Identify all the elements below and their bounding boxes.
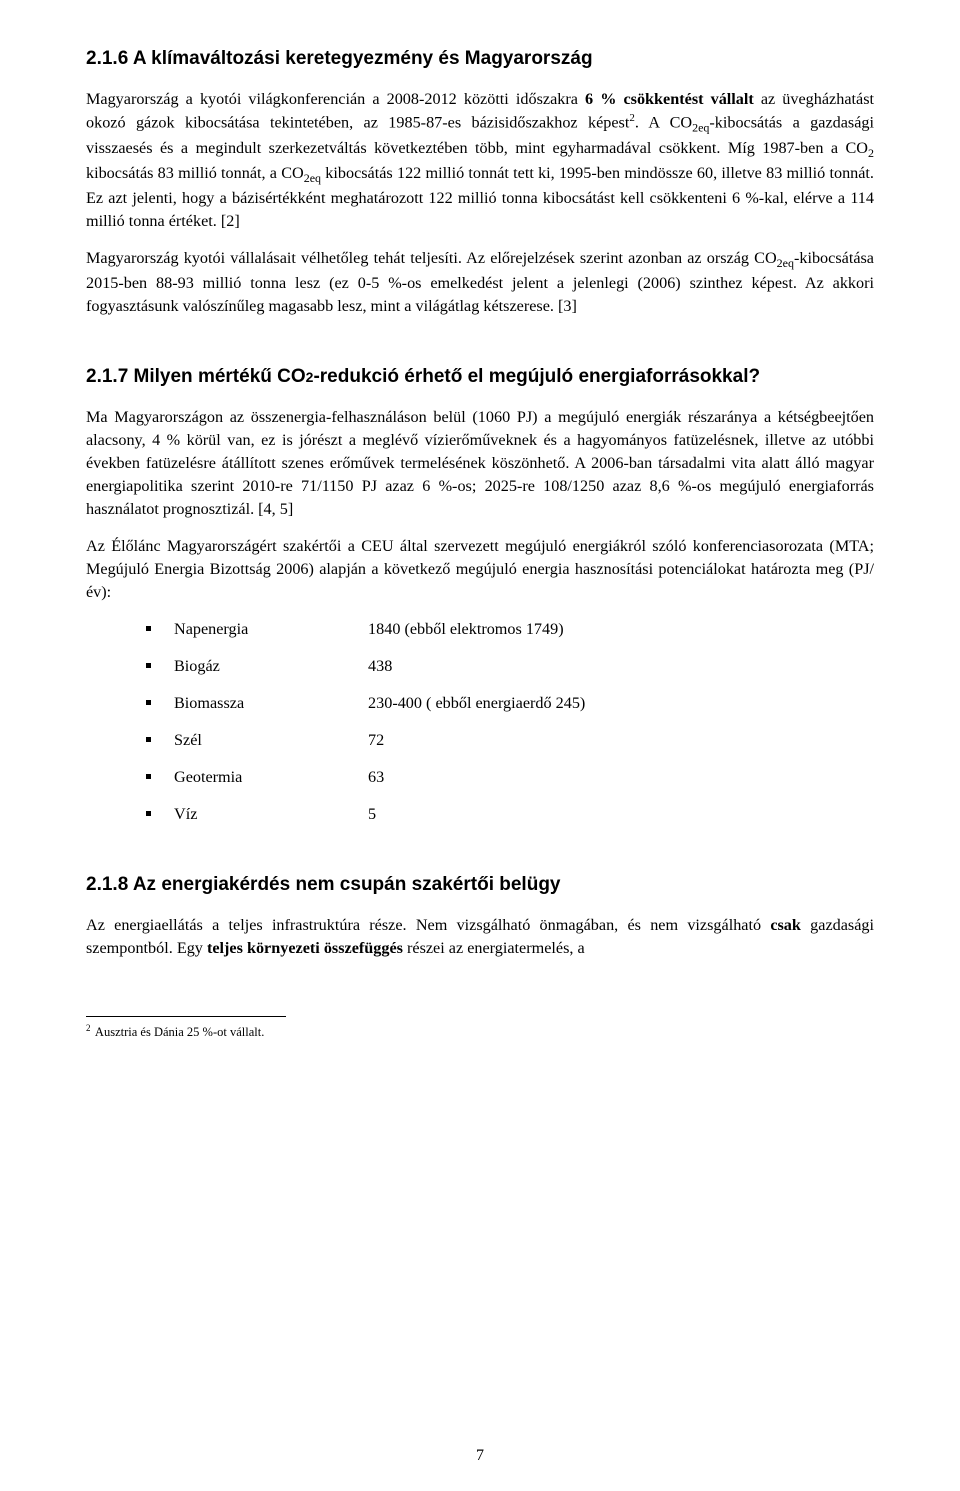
bold-text: teljes környezeti összefüggés xyxy=(207,939,403,957)
list-item-value: 1840 (ebből elektromos 1749) xyxy=(368,618,564,641)
heading-2-1-7: 2.1.7 Milyen mértékű CO2-redukció érhető… xyxy=(86,366,874,388)
list-item-label: Víz xyxy=(174,803,364,826)
list-item-value: 438 xyxy=(368,655,392,678)
footnote-separator xyxy=(86,1016,286,1017)
text: részei az energiatermelés, a xyxy=(403,939,585,957)
text: Magyarország a kyotói világkonferencián … xyxy=(86,90,585,108)
list-item: Víz 5 xyxy=(146,803,874,826)
section-2-1-6-para2: Magyarország kyotói vállalásait vélhetől… xyxy=(86,247,874,318)
text: Az energiaellátás a teljes infrastruktúr… xyxy=(86,916,770,934)
footnote-text: Ausztria és Dánia 25 %-ot vállalt. xyxy=(93,1026,265,1040)
section-2-1-6-para1: Magyarország a kyotói világkonferencián … xyxy=(86,88,874,233)
list-item: Geotermia 63 xyxy=(146,766,874,789)
energy-potential-list: Napenergia 1840 (ebből elektromos 1749) … xyxy=(146,618,874,826)
heading-2-1-6: 2.1.6 A klímaváltozási keretegyezmény és… xyxy=(86,48,874,70)
subscript: 2eq xyxy=(692,121,709,135)
list-item-label: Napenergia xyxy=(174,618,364,641)
text: kibocsátás 83 millió tonnát, a CO xyxy=(86,164,304,182)
text: . A CO xyxy=(635,113,692,131)
list-item: Napenergia 1840 (ebből elektromos 1749) xyxy=(146,618,874,641)
list-item-value: 72 xyxy=(368,729,384,752)
section-2-1-7-para1: Ma Magyarországon az összenergia-felhasz… xyxy=(86,406,874,521)
section-2-1-8-para1: Az energiaellátás a teljes infrastruktúr… xyxy=(86,914,874,960)
text: -redukció érhető el megújuló energiaforr… xyxy=(313,366,760,387)
list-item-value: 63 xyxy=(368,766,384,789)
list-item: Biogáz 438 xyxy=(146,655,874,678)
list-item-label: Biomassza xyxy=(174,692,364,715)
list-item-value: 230-400 ( ebből energiaerdő 245) xyxy=(368,692,585,715)
list-item-label: Geotermia xyxy=(174,766,364,789)
footnote-2: 2 Ausztria és Dánia 25 %-ot vállalt. xyxy=(86,1023,874,1040)
subscript: 2 xyxy=(868,146,874,160)
bold-text: 6 % csökkentést vállalt xyxy=(585,90,754,108)
page-number: 7 xyxy=(0,1447,960,1465)
list-item: Szél 72 xyxy=(146,729,874,752)
page: 2.1.6 A klímaváltozási keretegyezmény és… xyxy=(0,0,960,1491)
text: 2.1.7 Milyen mértékű CO xyxy=(86,366,306,387)
text: Magyarország kyotói vállalásait vélhetől… xyxy=(86,249,777,267)
list-item: Biomassza 230-400 ( ebből energiaerdő 24… xyxy=(146,692,874,715)
list-item-value: 5 xyxy=(368,803,376,826)
bold-text: csak xyxy=(770,916,801,934)
heading-2-1-8: 2.1.8 Az energiakérdés nem csupán szakér… xyxy=(86,874,874,896)
subscript: 2eq xyxy=(777,256,794,270)
section-2-1-7-para2: Az Élőlánc Magyarországért szakértői a C… xyxy=(86,535,874,604)
list-item-label: Biogáz xyxy=(174,655,364,678)
list-item-label: Szél xyxy=(174,729,364,752)
footnote-number: 2 xyxy=(86,1023,91,1033)
subscript: 2eq xyxy=(304,171,321,185)
